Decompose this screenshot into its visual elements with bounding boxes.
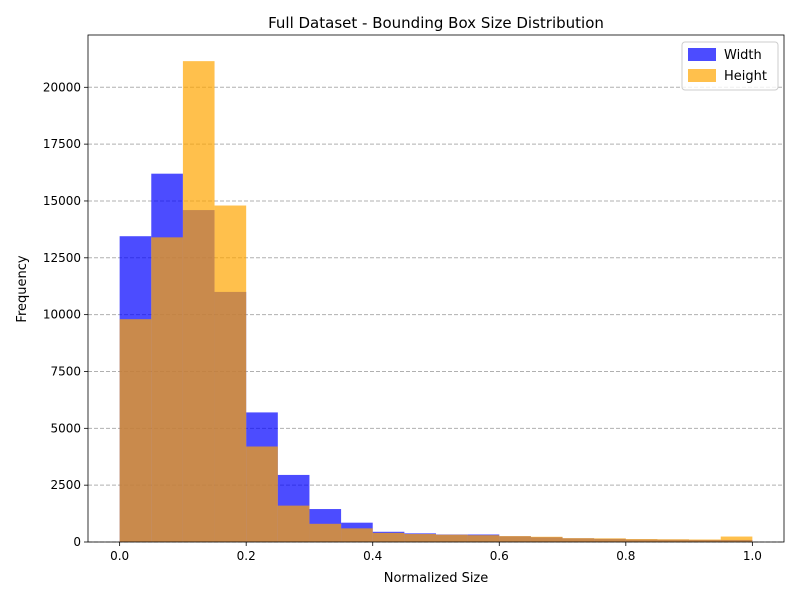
bar-height-9 xyxy=(404,534,436,542)
bar-height-8 xyxy=(372,532,405,542)
bar-height-19 xyxy=(720,536,753,542)
x-tick-label: 0.2 xyxy=(237,549,256,563)
y-tick-label: 20000 xyxy=(43,80,81,94)
legend-swatch-height xyxy=(688,69,716,82)
y-tick-label: 2500 xyxy=(50,478,81,492)
legend-swatch-width xyxy=(688,48,716,61)
bar-height-12 xyxy=(499,536,531,542)
y-tick-label: 17500 xyxy=(43,137,81,151)
bar-height-6 xyxy=(309,523,342,542)
x-tick-label: 0.8 xyxy=(616,549,635,563)
bar-height-13 xyxy=(530,536,563,542)
bar-height-14 xyxy=(562,538,595,542)
legend-label-height: Height xyxy=(724,69,767,84)
y-axis-ticks: 0 2500 5000 7500 10000 12500 15000 17500 20000 xyxy=(43,80,88,549)
bars xyxy=(119,61,753,543)
y-tick-label: 0 xyxy=(73,535,81,549)
bar-height-4 xyxy=(246,446,278,542)
bar-height-3 xyxy=(214,205,247,543)
bar-height-5 xyxy=(277,505,310,542)
y-tick-label: 5000 xyxy=(50,421,81,435)
y-tick-label: 12500 xyxy=(43,251,81,265)
bar-height-1 xyxy=(151,237,183,543)
x-axis-ticks: 0.0 0.2 0.4 0.6 0.8 1.0 xyxy=(110,542,762,563)
x-tick-label: 1.0 xyxy=(743,549,762,563)
x-tick-label: 0.6 xyxy=(490,549,509,563)
plot-frame xyxy=(87,34,785,543)
x-tick-label: 0.0 xyxy=(110,549,129,563)
bar-height-2 xyxy=(182,61,215,542)
bar-height-16 xyxy=(625,539,658,542)
bar-height-15 xyxy=(594,538,626,542)
y-tick-label: 15000 xyxy=(43,194,81,208)
chart-title: Full Dataset - Bounding Box Size Distrib… xyxy=(268,14,604,32)
legend-label-width: Width xyxy=(724,48,762,63)
bar-height-18 xyxy=(689,539,721,542)
x-tick-label: 0.4 xyxy=(363,549,382,563)
bar-height-0 xyxy=(119,319,152,542)
y-axis-label: Frequency xyxy=(15,255,30,322)
y-tick-label: 7500 xyxy=(50,364,81,378)
bar-height-7 xyxy=(341,528,373,542)
bar-height-10 xyxy=(436,534,468,542)
bar-height-11 xyxy=(467,535,500,542)
y-tick-label: 10000 xyxy=(43,308,81,322)
x-axis-label: Normalized Size xyxy=(384,571,489,586)
legend: Width Height xyxy=(681,41,779,91)
bar-height-17 xyxy=(657,539,690,542)
